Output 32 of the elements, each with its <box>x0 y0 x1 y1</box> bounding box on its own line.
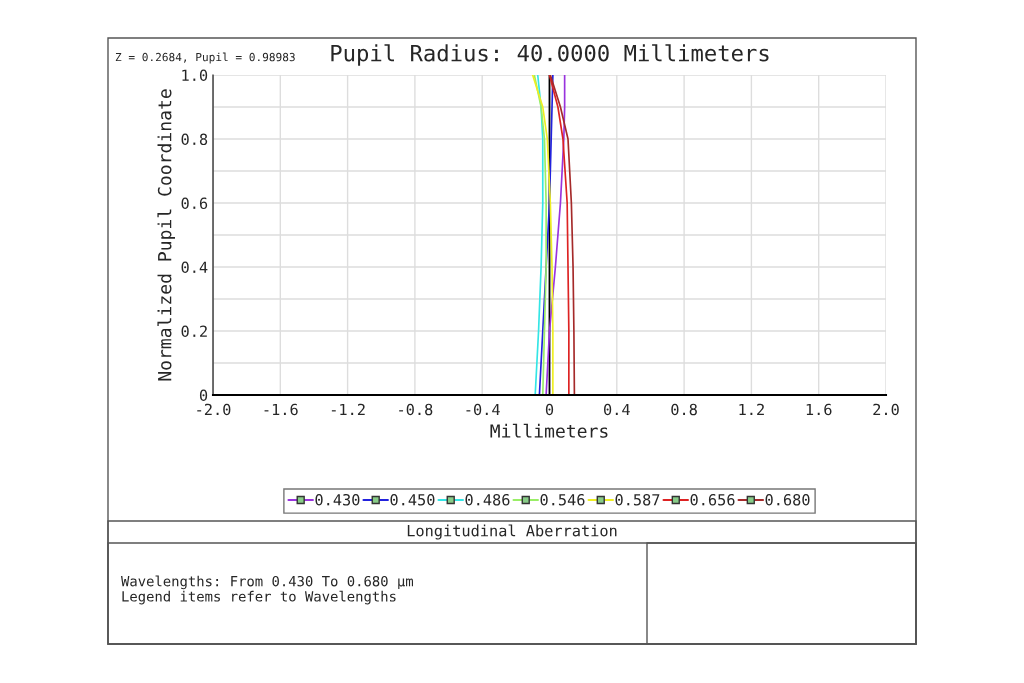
legend-label: 0.546 <box>540 493 585 506</box>
legend-label: 0.656 <box>690 493 735 506</box>
x-tick-label: 1.2 <box>739 403 764 416</box>
x-axis-title: Millimeters <box>490 423 608 438</box>
line-series <box>549 75 576 395</box>
legend-label: 0.450 <box>390 493 435 506</box>
chart-title: Pupil Radius: 40.0000 Millimeters <box>331 44 769 66</box>
x-tick-label: -0.8 <box>399 403 433 416</box>
line-series <box>531 75 554 395</box>
y-tick-label: 0.4 <box>181 261 208 274</box>
legend-label: 0.680 <box>765 493 810 506</box>
y-tick-label: 0.6 <box>181 197 208 210</box>
x-tick-label: -2.0 <box>197 403 231 416</box>
x-tick-label: -1.2 <box>331 403 365 416</box>
x-tick-label: -0.4 <box>466 403 500 416</box>
text: Z = 0.2684, Pupil = 0.98983 <box>115 52 295 64</box>
legend-label: 0.486 <box>465 493 510 506</box>
text: Longitudinal Aberration <box>407 524 617 540</box>
y-tick-label: 0.8 <box>181 133 208 146</box>
y-tick-label: 1.0 <box>182 69 208 82</box>
legend-label: 0.587 <box>615 493 660 506</box>
x-tick-label: 2.0 <box>873 403 899 416</box>
y-tick-label: 0.2 <box>181 325 207 338</box>
y-axis-title: Normalized Pupil Coordinate <box>157 89 175 381</box>
x-tick-label: 1.6 <box>806 403 832 416</box>
x-tick-label: -1.6 <box>264 403 298 416</box>
y-tick-label: 0 <box>199 389 208 402</box>
x-tick-label: 0 <box>545 403 554 416</box>
x-tick-label: 0.4 <box>604 403 630 416</box>
legend-label: 0.430 <box>315 493 360 506</box>
x-tick-label: 0.8 <box>671 403 697 416</box>
text: Wavelengths: From 0.430 To 0.680 µm Legend items refer to Wavelengths <box>121 575 413 605</box>
